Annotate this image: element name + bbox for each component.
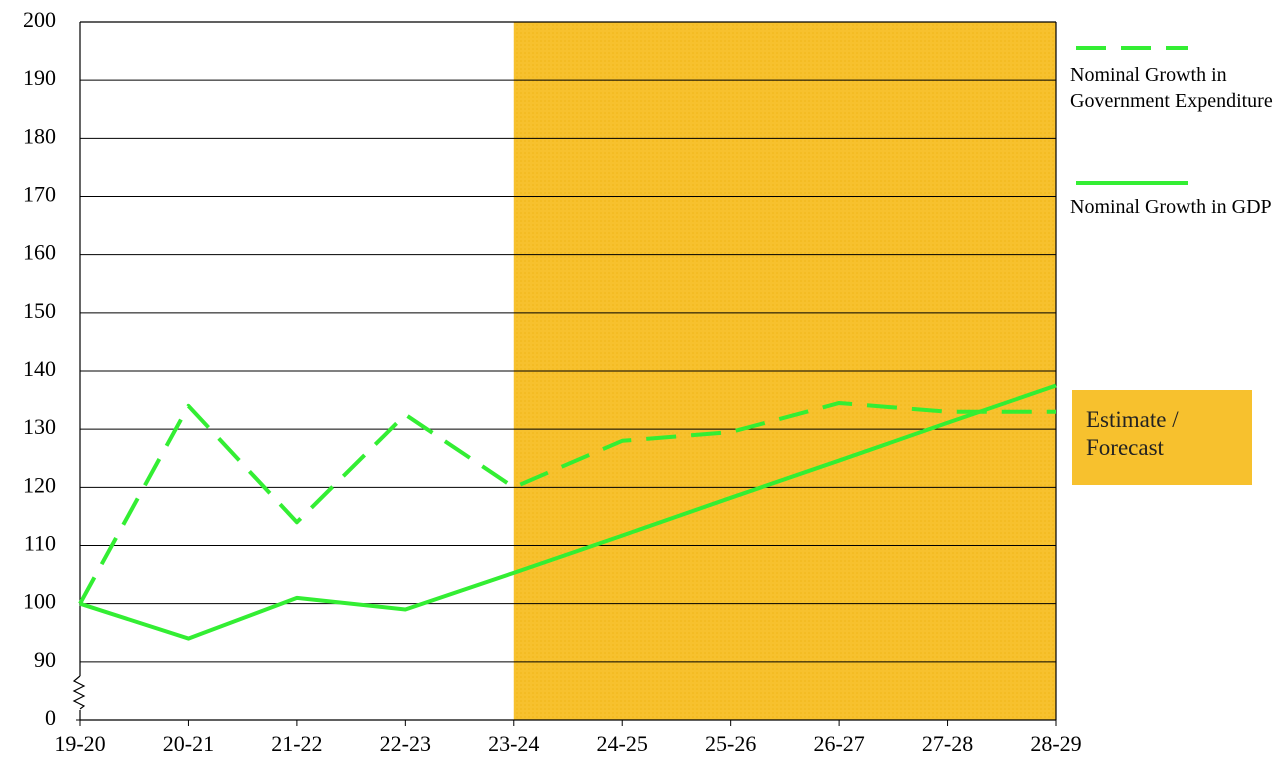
y-tick-label: 150	[23, 298, 56, 323]
y-tick-label: 130	[23, 414, 56, 439]
x-tick-label: 21-22	[271, 731, 322, 756]
x-tick-label: 26-27	[813, 731, 864, 756]
legend-label: Nominal Growth in GDP	[1070, 196, 1272, 218]
y-tick-label: 0	[45, 705, 56, 730]
y-tick-label: 180	[23, 123, 56, 148]
y-tick-label: 140	[23, 356, 56, 381]
axis-break	[72, 675, 86, 710]
x-tick-label: 20-21	[163, 731, 214, 756]
series-line	[78, 400, 1056, 605]
y-tick-label: 200	[23, 7, 56, 32]
annotation-box: Estimate / Forecast	[1072, 390, 1252, 485]
y-tick-label: 100	[23, 589, 56, 614]
x-tick-label: 24-25	[597, 731, 648, 756]
y-tick-label: 90	[34, 647, 56, 672]
x-tick-label: 22-23	[380, 731, 431, 756]
legend-label: Nominal Growth in Government Expenditure	[1070, 64, 1273, 112]
x-tick-label: 27-28	[922, 731, 973, 756]
y-tick-label: 170	[23, 182, 56, 207]
x-tick-label: 19-20	[54, 731, 105, 756]
series-line	[79, 383, 1057, 641]
y-tick-label: 110	[24, 531, 56, 556]
y-tick-label: 160	[23, 240, 56, 265]
x-tick-label: 28-29	[1030, 731, 1081, 756]
y-tick-label: 190	[23, 65, 56, 90]
annotation: Estimate / Forecast	[1086, 407, 1179, 460]
x-tick-label: 25-26	[705, 731, 756, 756]
y-tick-label: 120	[23, 472, 56, 497]
x-tick-label: 23-24	[488, 731, 539, 756]
